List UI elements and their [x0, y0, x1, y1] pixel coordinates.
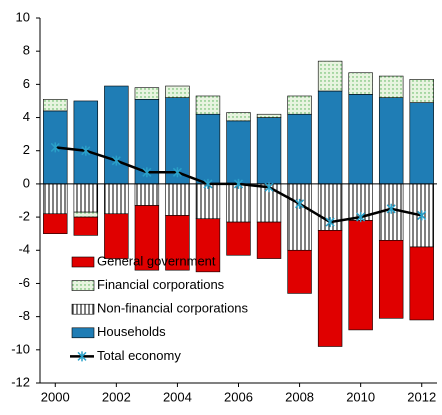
bar	[195, 183, 221, 220]
bar	[195, 218, 221, 273]
bar	[409, 79, 434, 103]
bar	[378, 75, 404, 98]
y-tick-label: -6	[18, 275, 30, 290]
legend-label: Non-financial corporations	[97, 301, 249, 316]
legend-swatch	[71, 327, 95, 339]
x-tick-label: 2010	[346, 389, 375, 404]
legend-swatch	[71, 303, 95, 315]
marker	[233, 178, 244, 189]
bar	[134, 205, 160, 271]
bar	[348, 94, 373, 185]
bar	[134, 183, 160, 206]
y-tick-label: -12	[11, 374, 30, 389]
marker	[295, 198, 305, 209]
bar	[165, 215, 190, 271]
y-tick-label: 2	[23, 142, 30, 157]
y-tick-label: 8	[23, 43, 30, 58]
marker	[356, 212, 366, 223]
legend-label: Total economy	[97, 348, 181, 363]
bar	[43, 213, 68, 234]
y-tick-label: -10	[11, 341, 30, 356]
marker	[172, 167, 182, 178]
bar	[104, 183, 129, 215]
marker	[142, 167, 152, 178]
x-tick-label: 2004	[163, 389, 192, 404]
bar	[195, 95, 221, 115]
marker	[111, 155, 121, 166]
bar	[317, 90, 343, 185]
bar	[73, 183, 99, 213]
marker	[325, 217, 335, 228]
bar	[43, 98, 68, 112]
marker	[203, 178, 213, 189]
bar	[256, 113, 282, 118]
bar	[165, 85, 190, 98]
bar	[287, 183, 312, 251]
marker	[264, 182, 274, 193]
x-tick-label: 2008	[285, 389, 314, 404]
x-tick-label: 2002	[102, 389, 131, 404]
bar	[226, 221, 251, 256]
x-tick-label: 2012	[407, 389, 436, 404]
bar	[378, 240, 404, 319]
bar	[409, 102, 434, 185]
bar	[378, 97, 404, 185]
bar	[226, 183, 251, 223]
bar	[226, 120, 251, 185]
bar	[287, 95, 312, 115]
bar	[348, 72, 373, 95]
x-tick-label: 2006	[224, 389, 253, 404]
bar	[317, 60, 343, 92]
legend-swatch	[77, 351, 87, 362]
bar	[287, 249, 312, 294]
bar	[43, 183, 68, 215]
bar	[104, 213, 129, 259]
legend-label: General government	[97, 253, 216, 268]
y-tick-label: -4	[18, 242, 30, 257]
y-tick-label: 0	[23, 175, 30, 190]
bar	[195, 113, 221, 185]
legend-label: Households	[97, 324, 166, 339]
y-tick-label: -2	[18, 209, 30, 224]
legend-swatch	[71, 256, 95, 268]
x-tick-label: 2000	[41, 389, 70, 404]
bar	[409, 246, 434, 321]
legend-swatch	[71, 280, 95, 291]
y-tick-label: -8	[18, 308, 30, 323]
bar	[256, 117, 282, 185]
bar	[73, 100, 99, 185]
bar	[134, 87, 160, 100]
legend-label: Financial corporations	[97, 277, 225, 292]
marker	[81, 145, 91, 156]
y-tick-label: 4	[23, 109, 30, 124]
bar	[348, 220, 373, 331]
bar	[104, 85, 129, 185]
marker	[50, 142, 60, 153]
bar	[256, 221, 282, 259]
bar	[317, 230, 343, 347]
bar	[73, 216, 99, 236]
y-tick-label: 6	[23, 76, 30, 91]
marker	[417, 210, 427, 221]
bar	[73, 211, 99, 218]
bar	[165, 183, 190, 216]
bar	[226, 112, 251, 122]
marker	[386, 203, 396, 214]
bar	[287, 113, 312, 185]
y-tick-label: 10	[16, 9, 30, 24]
